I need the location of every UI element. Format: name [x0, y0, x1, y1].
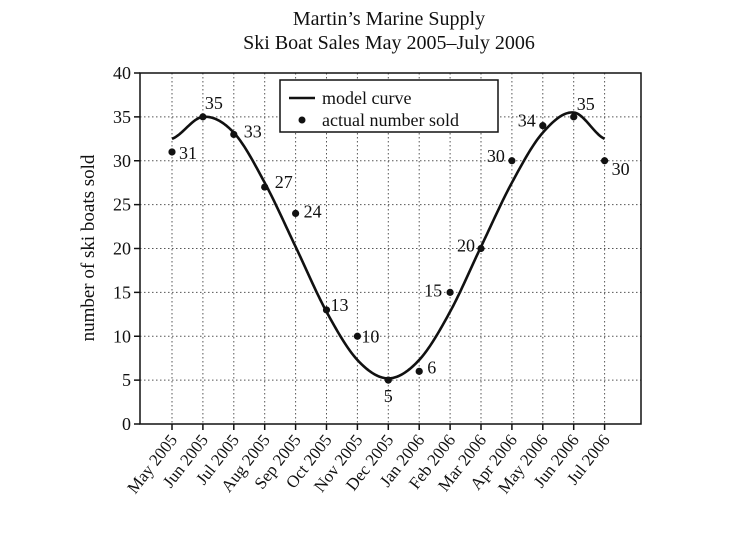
- data-label: 15: [424, 280, 442, 300]
- data-point: [261, 183, 269, 191]
- data-label: 30: [487, 146, 505, 166]
- data-label: 5: [384, 386, 393, 406]
- data-label: 35: [205, 93, 223, 113]
- data-point: [353, 332, 361, 340]
- data-point: [384, 376, 392, 384]
- y-tick-label: 35: [113, 107, 131, 127]
- data-point: [230, 130, 238, 139]
- data-label: 6: [427, 357, 436, 377]
- data-label: 30: [612, 159, 630, 179]
- y-tick-label: 15: [113, 282, 131, 302]
- legend-box: [279, 79, 499, 133]
- data-point: [446, 288, 454, 296]
- data-point: [199, 113, 207, 121]
- data-point: [539, 122, 547, 130]
- data-point: [570, 113, 578, 121]
- data-label: 13: [331, 295, 349, 315]
- data-label: 33: [244, 121, 262, 141]
- legend: model curve actual number sold: [279, 79, 499, 133]
- y-tick-label: 0: [122, 414, 131, 434]
- y-tick-label: 25: [113, 195, 131, 215]
- legend-model-curve: model curve: [322, 88, 411, 108]
- data-labels-group: 31 35 33 27 24 13 10 5 6 15 20 30 34 35 30: [179, 93, 630, 406]
- y-tick-label: 20: [113, 239, 131, 259]
- data-point: [601, 157, 609, 165]
- y-tick-label: 40: [113, 63, 131, 83]
- legend-dot-swatch: [298, 116, 306, 124]
- data-point: [508, 157, 516, 165]
- y-tick-labels: 0 5 10 15 20 25 30 35 40: [113, 63, 140, 434]
- data-label: 34: [518, 111, 536, 131]
- y-tick-label: 5: [122, 370, 131, 390]
- data-label: 24: [304, 201, 322, 221]
- data-point: [292, 209, 300, 217]
- data-label: 20: [457, 236, 475, 256]
- legend-actual-number-sold: actual number sold: [322, 110, 459, 130]
- data-point: [322, 306, 331, 314]
- actual-points-group: [168, 113, 609, 384]
- data-point: [168, 148, 176, 156]
- chart-subtitle: Ski Boat Sales May 2005–July 2006: [243, 32, 535, 54]
- data-label: 27: [275, 172, 293, 192]
- y-axis-label: number of ski boats sold: [78, 154, 99, 341]
- data-label: 10: [361, 326, 379, 346]
- y-tick-label: 30: [113, 151, 131, 171]
- data-point: [477, 244, 485, 253]
- y-tick-label: 10: [113, 326, 131, 346]
- data-point: [415, 367, 423, 375]
- chart-title: Martin’s Marine Supply: [293, 8, 485, 30]
- data-label: 31: [179, 143, 197, 163]
- data-label: 35: [577, 94, 595, 114]
